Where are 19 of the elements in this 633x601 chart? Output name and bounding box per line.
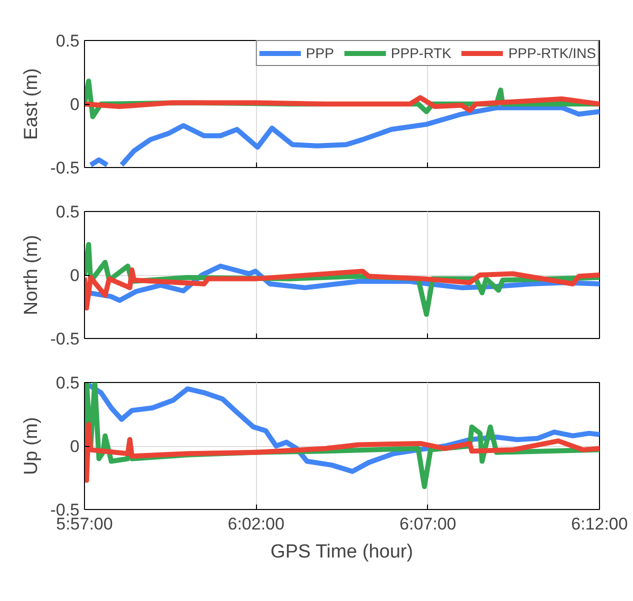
x-tick-label: 6:07:00 bbox=[400, 514, 456, 534]
legend-label: PPP-RTK bbox=[390, 45, 452, 61]
y-tick-label: -0.5 bbox=[50, 158, 80, 178]
y-tick-label: 0.5 bbox=[56, 374, 80, 392]
y-tick-label: 0 bbox=[70, 266, 80, 285]
y-axis-title: North (m) bbox=[21, 234, 42, 316]
x-tick-label: 6:02:00 bbox=[228, 514, 284, 534]
x-tick-label: 5:57:00 bbox=[56, 514, 113, 534]
legend-label: PPP-RTK/INS bbox=[508, 45, 596, 61]
legend-label: PPP bbox=[306, 45, 334, 61]
y-tick-label: 0.5 bbox=[56, 32, 80, 50]
y-tick-label: 0.5 bbox=[56, 202, 80, 222]
x-tick-label: 6:12:00 bbox=[571, 514, 628, 534]
y-axis-title: East (m) bbox=[21, 68, 42, 140]
y-tick-label: 0 bbox=[70, 437, 80, 456]
y-axis-title: Up (m) bbox=[21, 416, 42, 476]
y-tick-label: -0.5 bbox=[50, 330, 80, 348]
y-tick-label: 0 bbox=[70, 95, 80, 114]
x-axis-title: GPS Time (hour) bbox=[270, 542, 414, 562]
